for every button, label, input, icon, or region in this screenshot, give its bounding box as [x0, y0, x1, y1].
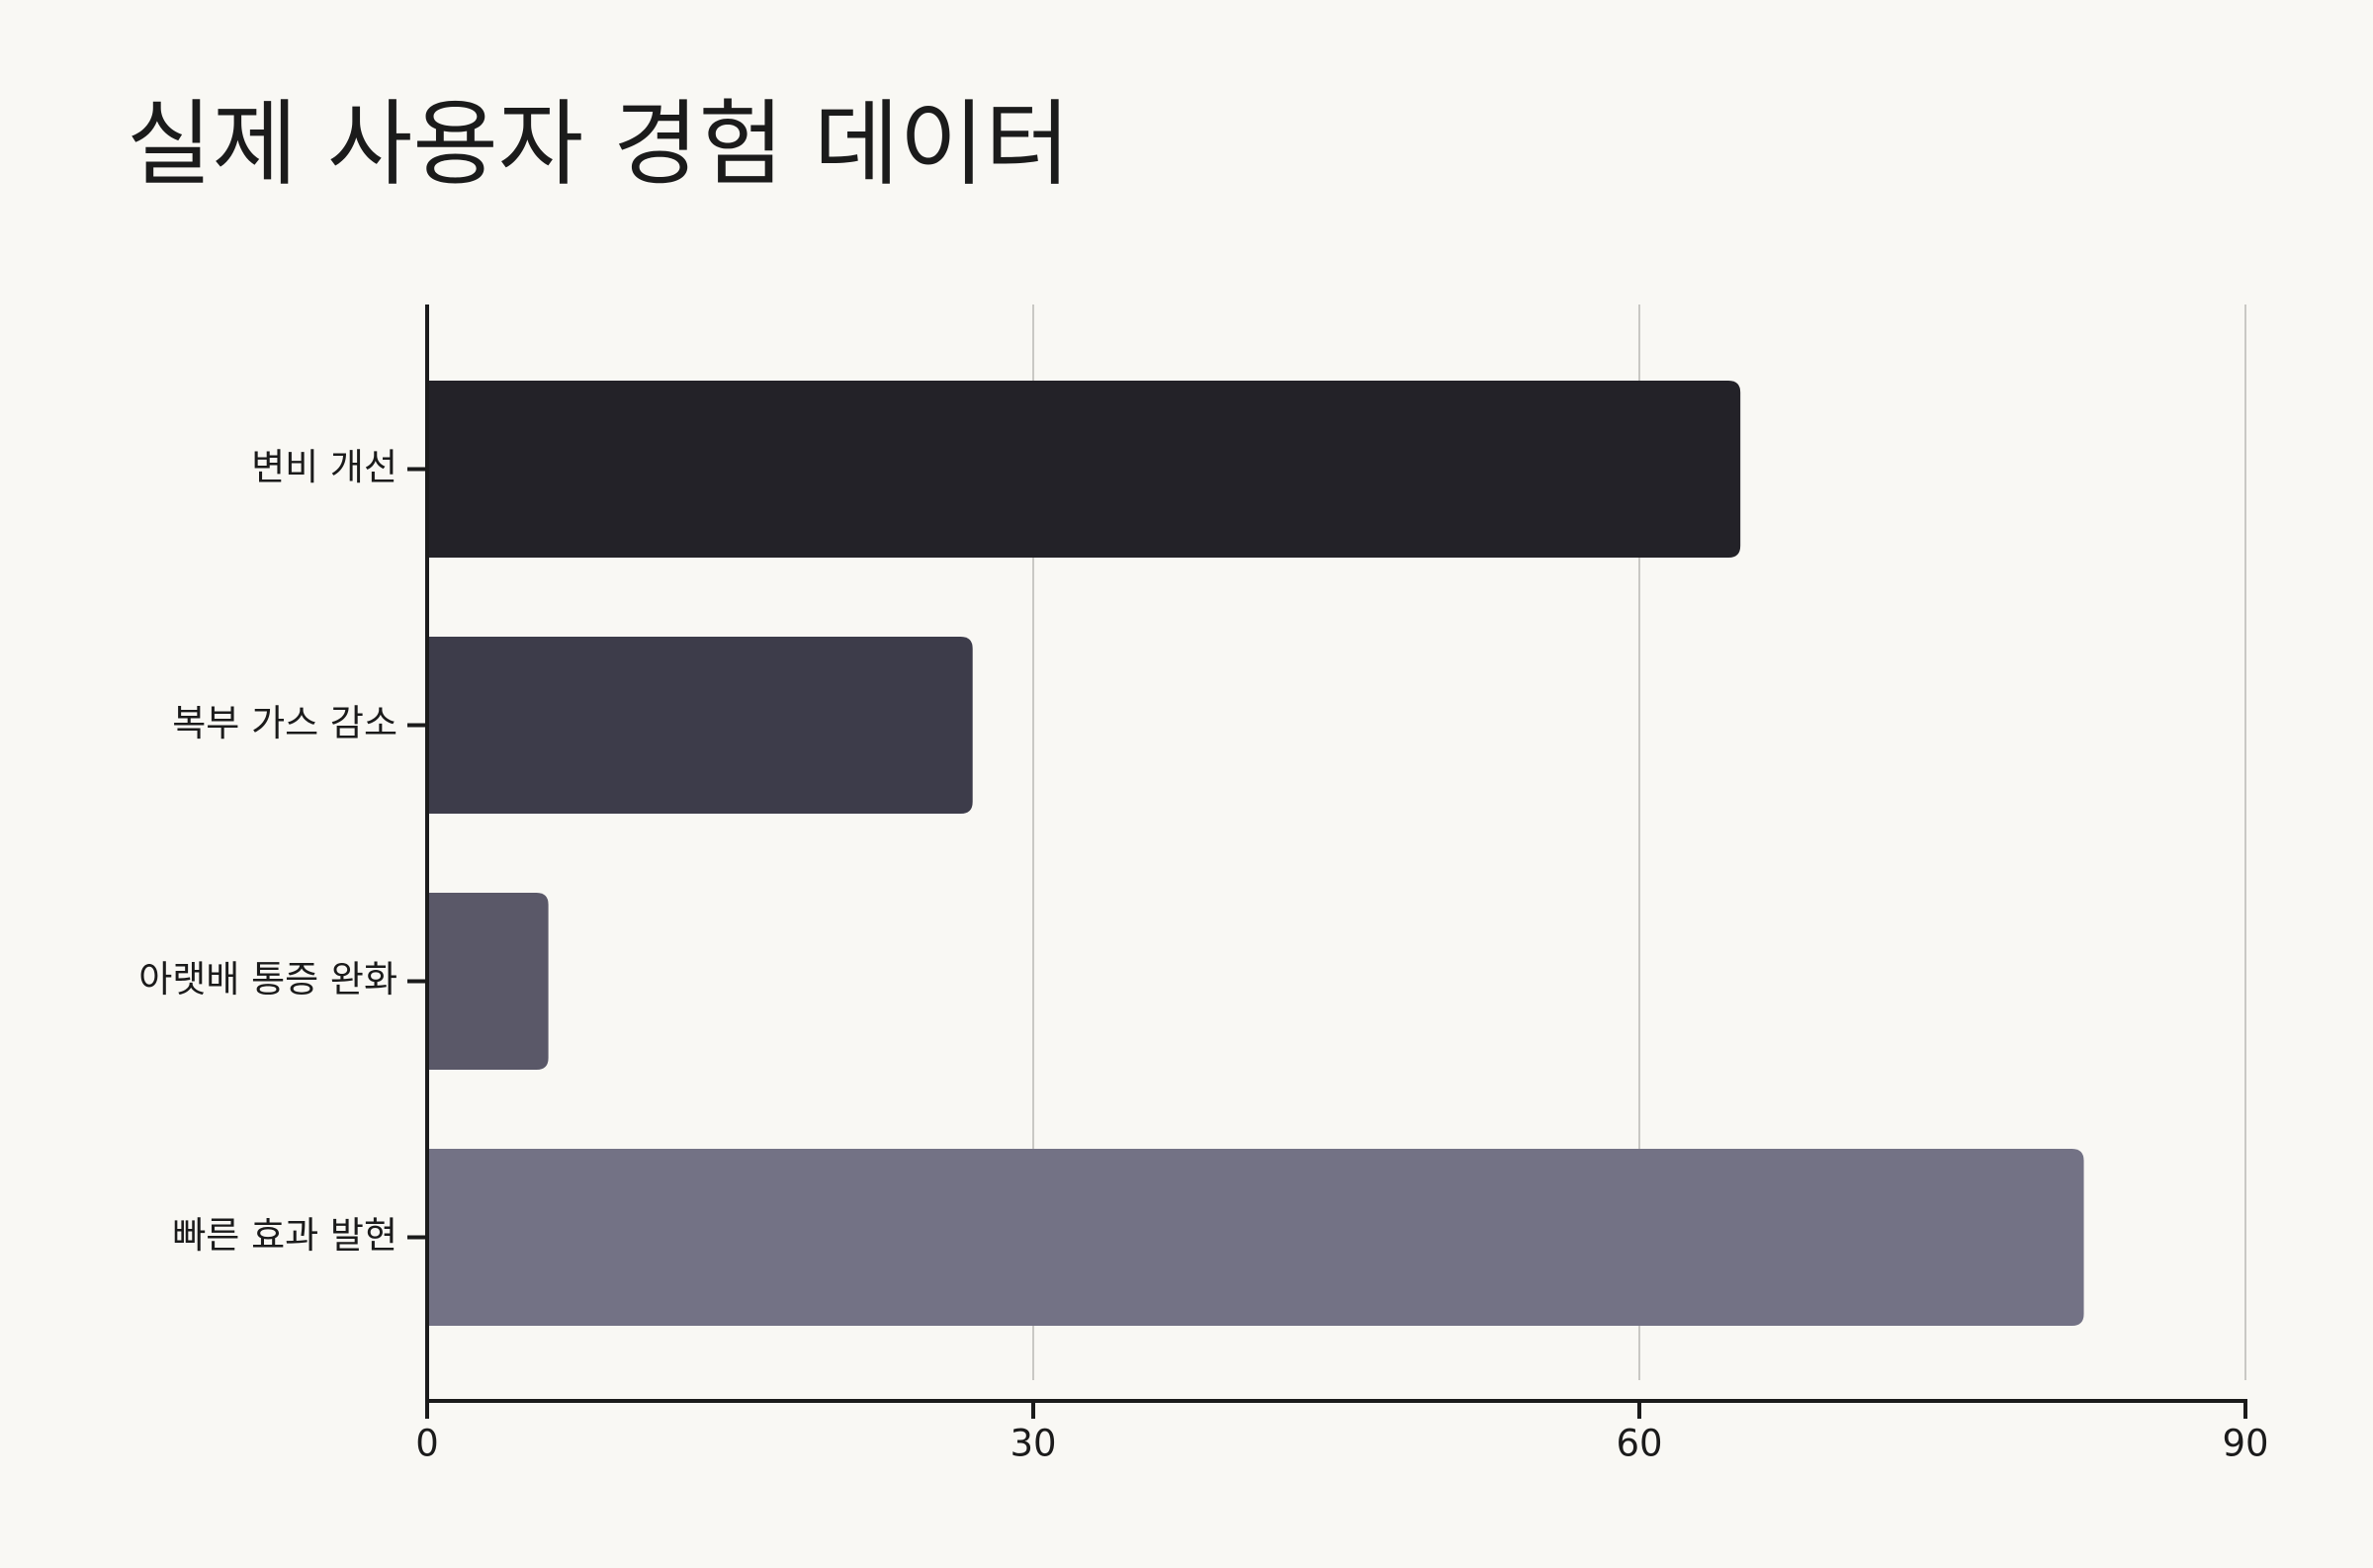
- bar: [427, 1149, 2084, 1326]
- chart-title: 실제 사용자 경험 데이터: [127, 91, 1070, 199]
- x-tick-label: 30: [1010, 1423, 1056, 1465]
- x-tick-label: 90: [2222, 1423, 2268, 1465]
- bar: [427, 637, 973, 814]
- bar: [427, 381, 1741, 558]
- y-tick-label: 아랫배 통증 완화: [138, 958, 397, 1001]
- x-tick-label: 0: [415, 1423, 439, 1465]
- x-tick-label: 60: [1616, 1423, 1662, 1465]
- y-tick-label: 변비 개선: [251, 446, 397, 488]
- bar: [427, 893, 549, 1070]
- y-tick-label: 복부 가스 감소: [172, 702, 397, 744]
- y-tick-label: 빠른 효과 발현: [172, 1214, 397, 1257]
